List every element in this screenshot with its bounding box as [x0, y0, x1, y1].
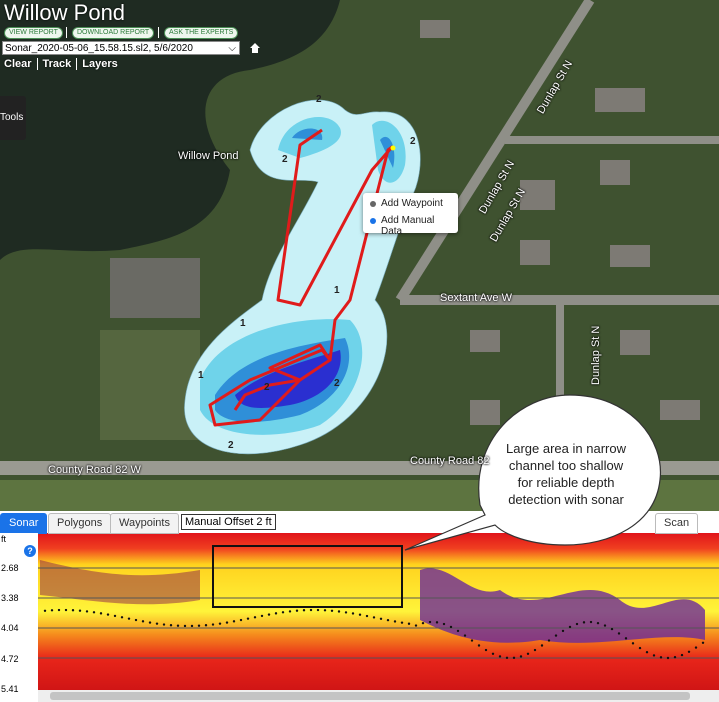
- tab[interactable]: Waypoints: [110, 513, 179, 534]
- contour-label: 2: [316, 94, 322, 105]
- offset-field[interactable]: Manual Offset 2 ft: [181, 514, 276, 530]
- depth-label: 4.72: [1, 654, 19, 664]
- menu-dot: [370, 218, 376, 224]
- contour-label: 2: [282, 154, 288, 165]
- houses: [420, 20, 700, 425]
- contour-label: 1: [334, 285, 340, 296]
- menu-item[interactable]: Track: [36, 58, 77, 70]
- file-select-text: Sonar_2020-05-06_15.58.15.sl2, 5/6/2020: [5, 43, 193, 54]
- menu-dot: [370, 201, 376, 207]
- context-item[interactable]: Add Manual Data: [381, 215, 435, 237]
- context-menu: Add Waypoint Add Manual Data: [363, 193, 458, 237]
- contour-label: 1: [198, 370, 204, 381]
- bottom-dots: [43, 608, 705, 660]
- track: [208, 128, 394, 427]
- pond-label: Willow Pond: [178, 150, 239, 162]
- position: [390, 145, 396, 151]
- tab[interactable]: Polygons: [48, 513, 112, 534]
- building: [110, 258, 200, 318]
- callout-line: Large area in narrow: [506, 441, 626, 456]
- depth-label: 4.04: [1, 623, 19, 633]
- tools-button[interactable]: Tools: [0, 96, 26, 140]
- dropdown-arrow: ⌵: [228, 43, 236, 54]
- header-button[interactable]: VIEW REPORT: [4, 27, 63, 39]
- title: Willow Pond: [4, 0, 126, 25]
- menu-item[interactable]: Layers: [76, 58, 122, 70]
- depth-lines: [38, 567, 719, 659]
- contour-label: 2: [334, 378, 340, 389]
- callout-bubble: [404, 394, 662, 551]
- separator: [158, 27, 159, 38]
- header-button[interactable]: DOWNLOAD REPORT: [72, 27, 155, 39]
- road: [395, 0, 595, 303]
- separator: [66, 27, 67, 38]
- header-button[interactable]: ASK THE EXPERTS: [164, 27, 239, 39]
- contour-label: 2: [228, 440, 234, 451]
- highlight-box: [212, 545, 403, 608]
- contour-label: 2: [410, 136, 416, 147]
- scan-tab[interactable]: Scan: [655, 513, 699, 534]
- street-label: Sextant Ave W: [440, 292, 512, 304]
- help-button[interactable]: ?: [24, 545, 36, 557]
- depth-axis: ft 2.68 3.38 4.04 4.72 5.41: [0, 533, 38, 702]
- sonar-return: [420, 568, 705, 643]
- tabs: Sonar Polygons Waypoints Manual Offset 2 ft…: [0, 511, 719, 534]
- sonar-return: [40, 560, 200, 605]
- scroll-thumb[interactable]: [50, 692, 690, 700]
- tab[interactable]: Sonar: [0, 513, 48, 534]
- field: [100, 330, 200, 440]
- menu: Clear Track Layers: [4, 58, 123, 70]
- street-label: County Road 82: [410, 455, 490, 467]
- depth-label: 2.68: [1, 563, 19, 573]
- callout-line: for reliable depth: [517, 475, 615, 490]
- file-select[interactable]: Sonar_2020-05-06_15.58.15.sl2, 5/6/2020 ⌵: [2, 41, 240, 55]
- depth-label: 3.38: [1, 593, 19, 603]
- home-icon[interactable]: [249, 42, 261, 54]
- callout-text: Large area in narrow channel too shallow f…: [486, 440, 646, 508]
- callout-line: channel too shallow: [508, 458, 624, 473]
- contour-label: 1: [240, 318, 246, 329]
- depth-label: 5.41: [1, 684, 19, 694]
- pond-water: [0, 0, 340, 260]
- contour-label: 2: [264, 382, 270, 393]
- contour-2: [200, 116, 406, 435]
- depth-unit: ft: [1, 534, 7, 544]
- street-label: Dunlap St N: [590, 325, 602, 385]
- context-item[interactable]: Add Waypoint: [381, 198, 443, 209]
- menu-item[interactable]: Clear: [4, 58, 32, 70]
- contour-4: [235, 350, 341, 408]
- street-label: County Road 82 W: [48, 464, 141, 476]
- callout-line: detection with sonar: [508, 492, 624, 507]
